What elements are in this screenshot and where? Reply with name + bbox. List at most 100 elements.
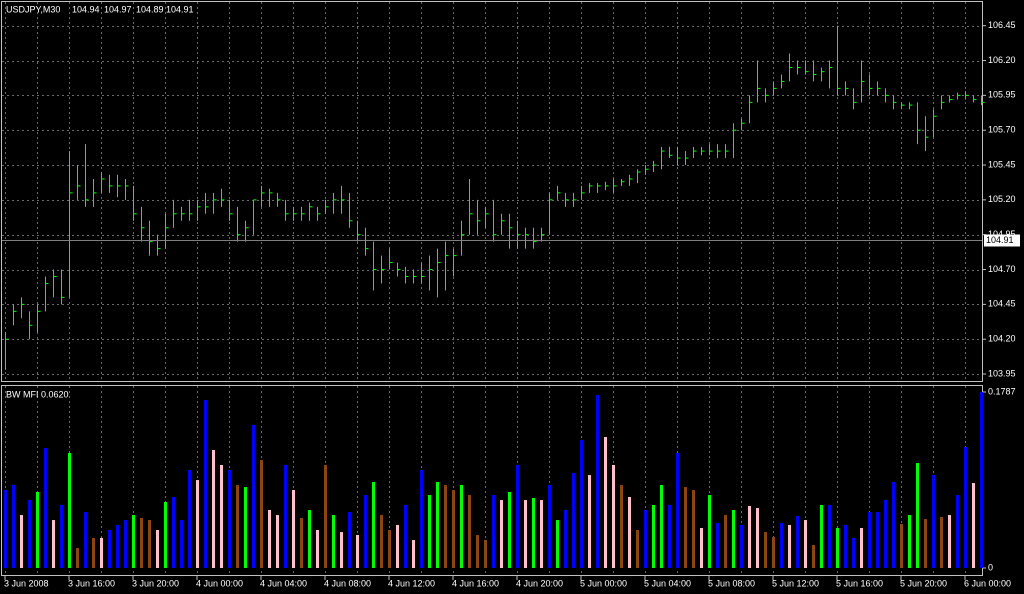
histogram-bar	[252, 425, 255, 569]
histogram-bar	[164, 502, 167, 569]
histogram-bar	[212, 450, 215, 569]
histogram-bar	[84, 511, 87, 569]
histogram-bar	[572, 473, 575, 569]
histogram-bar	[764, 532, 767, 569]
histogram-bar	[316, 529, 319, 569]
marks	[2, 25, 1020, 569]
histogram-bar	[28, 500, 31, 569]
x-tick-label: 5 Jun 08:00	[708, 578, 755, 588]
y-tick-label: 106.20	[988, 55, 1016, 65]
histogram-bar	[972, 483, 975, 569]
y-tick-label: 104.70	[988, 264, 1016, 274]
histogram-bar	[460, 484, 463, 569]
histogram-bar	[180, 520, 183, 569]
y-tick-label: 105.95	[988, 90, 1016, 100]
histogram-bar	[204, 399, 207, 569]
histogram-bar	[532, 497, 535, 569]
histogram-bar	[644, 509, 647, 569]
histogram-bar	[476, 535, 479, 569]
histogram-bar	[412, 540, 415, 569]
x-tick-label: 4 Jun 08:00	[324, 578, 371, 588]
histogram-bar	[20, 515, 23, 569]
histogram-bar	[452, 490, 455, 569]
histogram-bar	[900, 523, 903, 569]
histogram-bar	[676, 452, 679, 569]
y-tick-label: 105.70	[988, 125, 1016, 135]
price-panel-frame	[1, 1, 983, 382]
histogram-bar	[188, 470, 191, 569]
histogram-bar	[68, 452, 71, 569]
histogram-bar	[420, 470, 423, 569]
y-tick-label: 104.95	[988, 229, 1016, 239]
histogram-bar	[124, 520, 127, 569]
histogram-bar	[740, 524, 743, 569]
histogram-bar	[108, 529, 111, 569]
histogram-bar	[980, 392, 983, 569]
histogram-bar	[724, 515, 727, 569]
y-tick-label: 0	[988, 562, 993, 572]
histogram-bar	[244, 487, 247, 569]
histogram-bar	[468, 495, 471, 569]
x-tick-label: 3 Jun 20:00	[132, 578, 179, 588]
histogram-bar	[700, 528, 703, 569]
histogram-bar	[140, 517, 143, 569]
histogram-bar	[668, 504, 671, 569]
histogram-bar	[708, 495, 711, 569]
symbol: USDJPY,M30	[6, 4, 60, 14]
ohlc-close: 104.91	[166, 4, 194, 14]
histogram-bar	[852, 537, 855, 569]
histogram-bar	[324, 464, 327, 569]
histogram-bar	[684, 487, 687, 569]
histogram-bar	[540, 500, 543, 569]
histogram-bar	[732, 509, 735, 569]
histogram-bar	[308, 509, 311, 569]
histogram-bar	[916, 463, 919, 569]
histogram-bar	[236, 484, 239, 569]
histogram-bar	[444, 484, 447, 569]
histogram-bar	[76, 548, 79, 569]
x-tick-label: 5 Jun 16:00	[836, 578, 883, 588]
histogram-bar	[268, 509, 271, 569]
histogram-bar	[372, 482, 375, 569]
histogram-bar	[948, 515, 951, 569]
histogram-bar	[356, 535, 359, 569]
histogram-bar	[780, 522, 783, 569]
x-tick-label: 3 Jun 2008	[4, 578, 49, 588]
histogram-bar	[748, 505, 751, 569]
histogram-bar	[36, 491, 39, 569]
histogram-bar	[908, 515, 911, 569]
x-tick-label: 4 Jun 00:00	[196, 578, 243, 588]
histogram-bar	[380, 515, 383, 569]
histogram-bar	[956, 495, 959, 569]
histogram-bar	[428, 495, 431, 569]
histogram-bar	[588, 475, 591, 569]
histogram-bar	[628, 496, 631, 569]
histogram-bar	[692, 490, 695, 569]
histogram-bar	[516, 464, 519, 569]
histogram-bar	[788, 524, 791, 569]
histogram-bar	[804, 520, 807, 569]
histogram-bar	[404, 504, 407, 569]
histogram-bar	[44, 448, 47, 569]
y-tick-label: 104.45	[988, 299, 1016, 309]
histogram-bar	[292, 490, 295, 569]
y-tick-label: 106.45	[988, 20, 1016, 30]
histogram-bar	[772, 536, 775, 569]
histogram-bar	[276, 515, 279, 569]
x-tick-label: 5 Jun 12:00	[772, 578, 819, 588]
histogram-bar	[868, 511, 871, 569]
histogram-bar	[484, 540, 487, 569]
histogram-bar	[524, 500, 527, 569]
histogram-bar	[156, 529, 159, 569]
histogram-bar	[132, 515, 135, 569]
grid	[2, 2, 986, 580]
x-tick-label: 4 Jun 12:00	[388, 578, 435, 588]
histogram-bar	[580, 439, 583, 569]
bid-label-box	[984, 234, 1020, 247]
histogram-bar	[4, 490, 7, 569]
y-tick-label: 105.20	[988, 194, 1016, 204]
histogram-bar	[620, 484, 623, 569]
histogram-bar	[812, 544, 815, 569]
